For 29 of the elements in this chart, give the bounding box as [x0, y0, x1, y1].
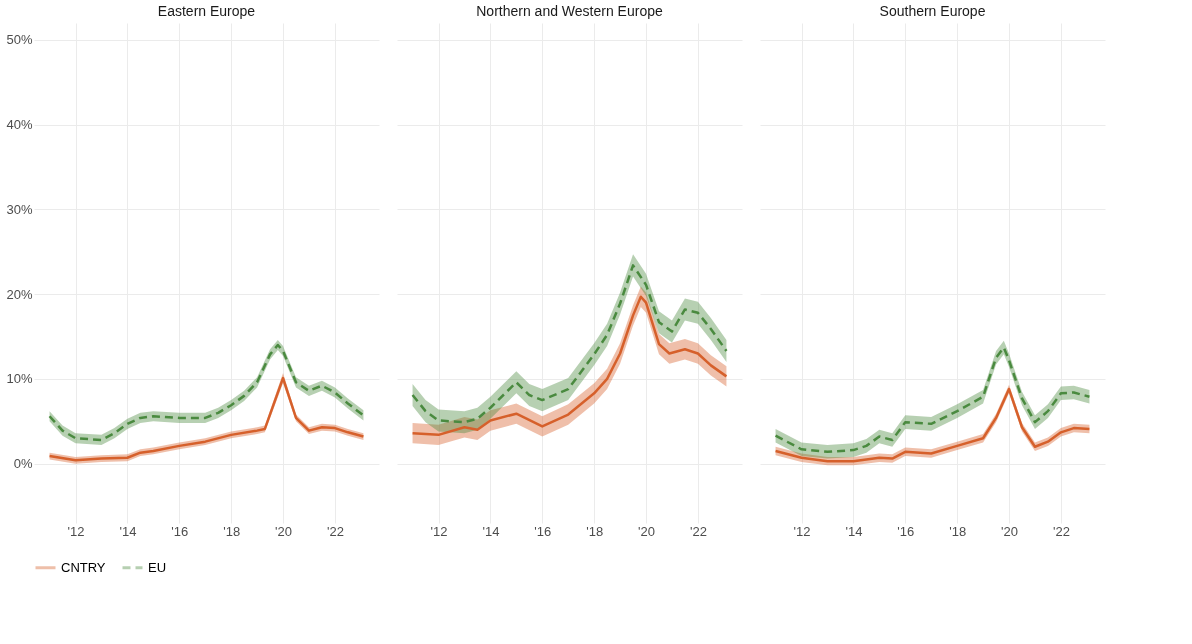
x-tick-label: '16 — [897, 523, 915, 539]
x-tick-label: '14 — [482, 523, 500, 539]
y-tick-label: 20% — [6, 286, 33, 302]
x-tick-label: '18 — [949, 523, 967, 539]
x-tick-label: '16 — [534, 523, 552, 539]
y-tick-label: 50% — [6, 32, 33, 48]
x-tick-label: '18 — [223, 523, 241, 539]
legend-label: CNTRY — [61, 559, 106, 575]
chart-title: Northern and Western Europe — [476, 3, 663, 19]
y-tick-label: 10% — [6, 371, 33, 387]
x-tick-label: '12 — [430, 523, 448, 539]
x-tick-label: '14 — [845, 523, 863, 539]
y-tick-label: 30% — [6, 201, 33, 217]
chart-title: Eastern Europe — [157, 3, 256, 19]
chart-title: Southern Europe — [879, 3, 986, 19]
x-tick-label: '14 — [119, 523, 137, 539]
x-tick-label: '12 — [67, 523, 85, 539]
x-tick-label: '20 — [1001, 523, 1018, 539]
x-tick-label: '20 — [275, 523, 292, 539]
x-tick-label: '22 — [1052, 523, 1070, 539]
x-tick-label: '20 — [638, 523, 655, 539]
x-tick-label: '22 — [326, 523, 344, 539]
x-tick-label: '22 — [689, 523, 707, 539]
y-tick-label: 0% — [13, 456, 33, 472]
x-tick-label: '16 — [171, 523, 189, 539]
legend-label: EU — [148, 559, 167, 575]
x-tick-label: '18 — [586, 523, 604, 539]
x-tick-label: '12 — [793, 523, 811, 539]
y-tick-label: 40% — [6, 117, 33, 133]
